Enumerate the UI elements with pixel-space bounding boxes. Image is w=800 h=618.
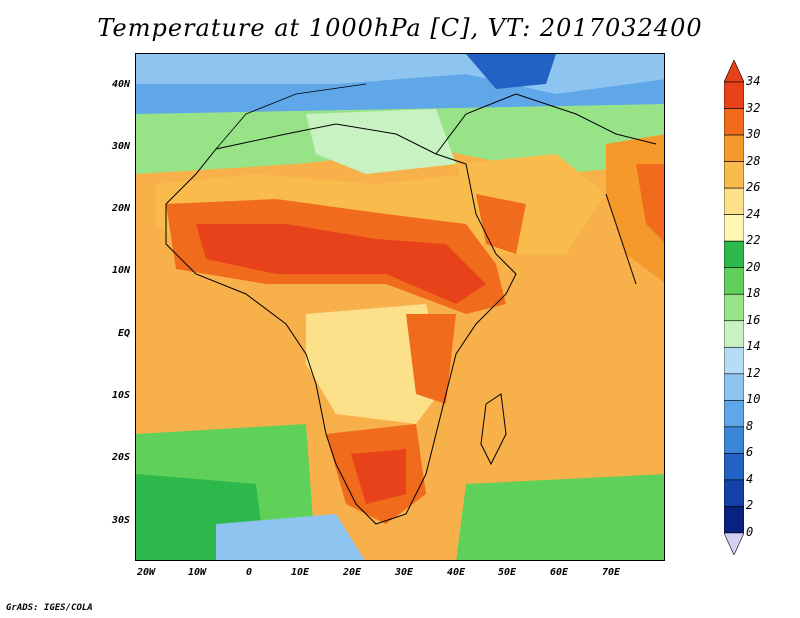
lat-label-40n: 40N	[111, 79, 130, 90]
colorbar-label: 10	[746, 392, 761, 407]
lon-label-30e: 30E	[394, 567, 414, 578]
colorbar-label: 12	[746, 365, 761, 380]
colorbar-label: 22	[746, 233, 761, 248]
colorbar-label: 0	[746, 525, 754, 539]
colorbar-label: 24	[746, 206, 761, 221]
colorbar-segment	[724, 81, 744, 109]
lon-label-0: 0	[245, 567, 253, 578]
colorbar-label: 8	[746, 418, 754, 433]
colorbar-label: 4	[746, 471, 754, 486]
colorbar-label: 6	[746, 445, 754, 460]
colorbar-bottom-arrow	[724, 532, 744, 555]
colorbar-segment	[724, 293, 744, 322]
colorbar-segment	[724, 161, 744, 189]
lat-label-30n: 30N	[111, 141, 130, 152]
colorbar-segment	[724, 453, 744, 481]
colorbar-label: 26	[746, 180, 761, 195]
colorbar-segment	[724, 108, 744, 136]
colorbar-segment	[724, 267, 744, 295]
lon-label-60e: 60E	[549, 567, 569, 578]
colorbar-label: 20	[746, 259, 761, 274]
colorbar-segment	[724, 240, 744, 269]
colorbar-segment	[724, 134, 744, 162]
colorbar-segment	[724, 426, 744, 454]
colorbar-top-arrow	[724, 60, 744, 83]
colorbar-label: 30	[746, 127, 761, 142]
colorbar-label: 28	[746, 153, 761, 168]
grads-credit: GrADS: IGES/COLA	[6, 603, 93, 613]
lat-label-eq: EQ	[117, 328, 130, 339]
colorbar-segment	[724, 214, 744, 242]
colorbar-label: 34	[746, 74, 761, 88]
temperature-field	[136, 54, 664, 560]
temperature-map	[135, 53, 665, 561]
colorbar-segment	[724, 373, 744, 401]
map-title: Temperature at 1000hPa [C], VT: 20170324…	[97, 14, 703, 42]
lat-label-20s: 20S	[111, 452, 130, 463]
colorbar-segment	[724, 187, 744, 215]
lat-label-30s: 30S	[111, 515, 130, 526]
colorbar-segment	[724, 506, 744, 534]
colorbar-label: 18	[746, 286, 761, 301]
colorbar-segment	[724, 346, 744, 375]
lon-label-20e: 20E	[342, 567, 362, 578]
colorbar-label: 32	[746, 100, 761, 115]
colorbar-segment	[724, 479, 744, 507]
colorbar-segment	[724, 400, 744, 428]
lon-label-40e: 40E	[446, 567, 466, 578]
colorbar-segment	[724, 320, 744, 348]
colorbar-label: 2	[746, 498, 754, 513]
colorbar	[724, 60, 744, 555]
lon-label-70e: 70E	[601, 567, 621, 578]
lat-label-10s: 10S	[111, 390, 130, 401]
lon-label-50e: 50E	[497, 567, 517, 578]
lon-label-10w: 10W	[187, 567, 207, 578]
colorbar-label: 14	[746, 339, 761, 354]
lat-label-20n: 20N	[111, 203, 130, 214]
lon-label-20w: 20W	[136, 567, 156, 578]
lon-label-10e: 10E	[290, 567, 310, 578]
colorbar-label: 16	[746, 312, 761, 327]
lat-label-10n: 10N	[111, 265, 130, 276]
